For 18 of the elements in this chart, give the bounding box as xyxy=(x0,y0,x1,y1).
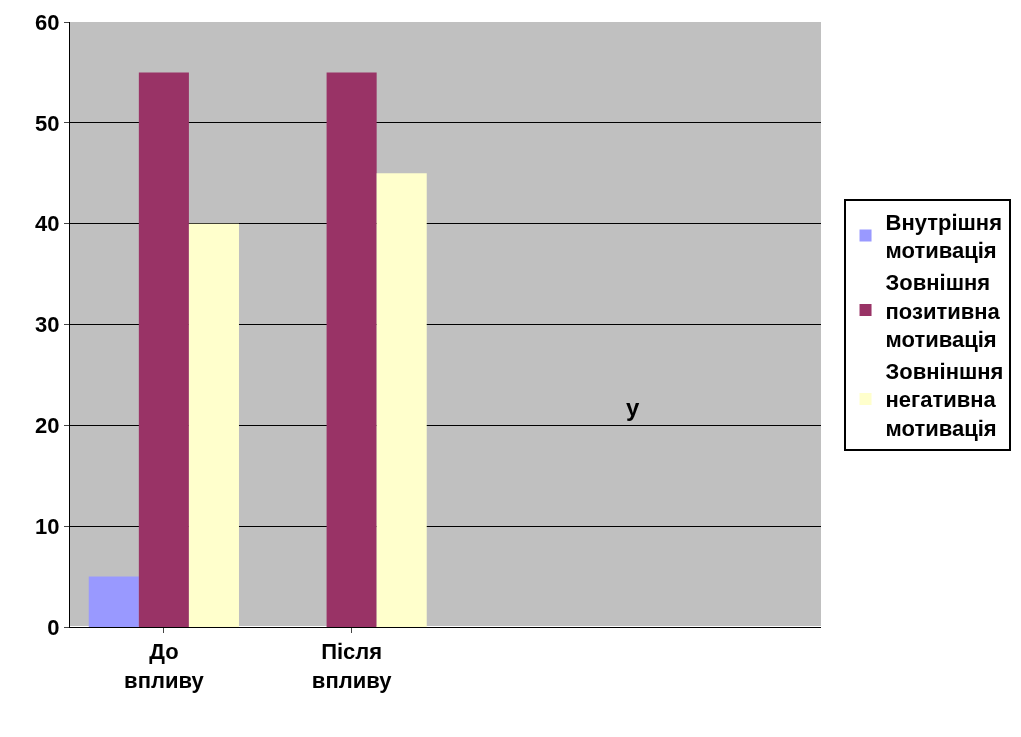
legend-label: Зовніншня негативна мотивація xyxy=(885,358,1004,442)
y-tick-label: 30 xyxy=(35,312,60,338)
y-tick-label: 40 xyxy=(35,211,60,237)
bar xyxy=(88,576,139,627)
legend-label: Зовнішня позитивна мотивація xyxy=(885,270,1001,353)
bar xyxy=(376,173,427,627)
x-tick-label: Після впливу xyxy=(311,639,393,693)
y-tick-label: 20 xyxy=(35,413,60,439)
y-tick-label: 60 xyxy=(35,9,60,35)
y-tick-label: 10 xyxy=(35,513,60,539)
bar xyxy=(326,72,377,627)
bar xyxy=(188,223,239,627)
legend-label: Внутрішня мотивація xyxy=(885,209,1002,264)
y-tick-label: 50 xyxy=(35,110,60,136)
bar xyxy=(138,72,189,627)
y-tick-label: 0 xyxy=(47,614,60,640)
annotation: у xyxy=(626,394,640,421)
x-tick-label: До впливу xyxy=(124,639,205,693)
